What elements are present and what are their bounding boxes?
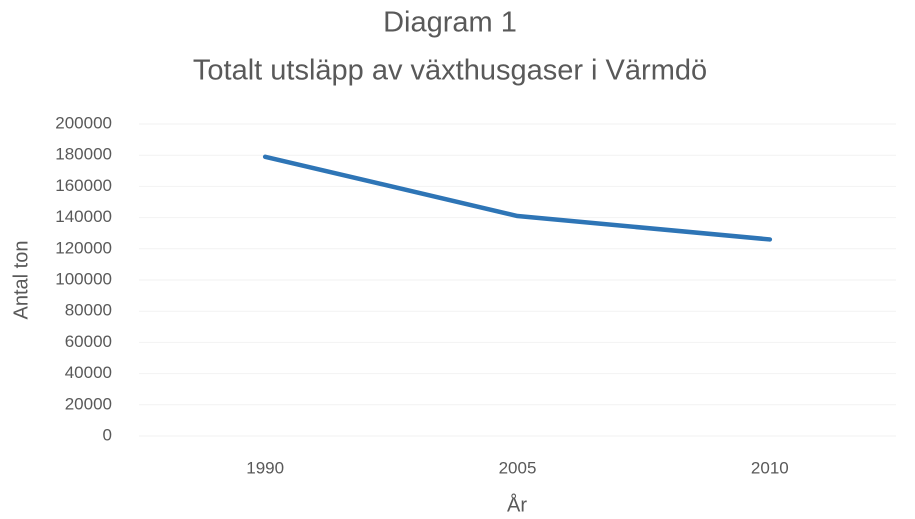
y-tick-label: 120000 (55, 238, 112, 257)
y-tick-label: 60000 (65, 332, 112, 351)
x-axis-label: År (507, 493, 527, 516)
y-tick-label: 20000 (65, 394, 112, 413)
y-tick-label: 200000 (55, 113, 112, 132)
data-line (262, 154, 773, 242)
y-tick-label: 180000 (55, 145, 112, 164)
y-tick-label: 0 (103, 425, 112, 444)
y-tick-label: 100000 (55, 269, 112, 288)
y-tick-label: 160000 (55, 176, 112, 195)
chart-title: Diagram 1 (383, 7, 517, 39)
y-tick-label: 40000 (65, 363, 112, 382)
y-tick-label: 140000 (55, 207, 112, 226)
x-tick-label: 1990 (246, 458, 284, 477)
y-axis-label: Antal ton (10, 241, 32, 320)
chart-subtitle: Totalt utsläpp av växthusgaser i Värmdö (193, 55, 707, 87)
x-tick-label: 2005 (499, 458, 537, 477)
y-tick-label: 80000 (65, 301, 112, 320)
x-tick-label: 2010 (751, 458, 789, 477)
